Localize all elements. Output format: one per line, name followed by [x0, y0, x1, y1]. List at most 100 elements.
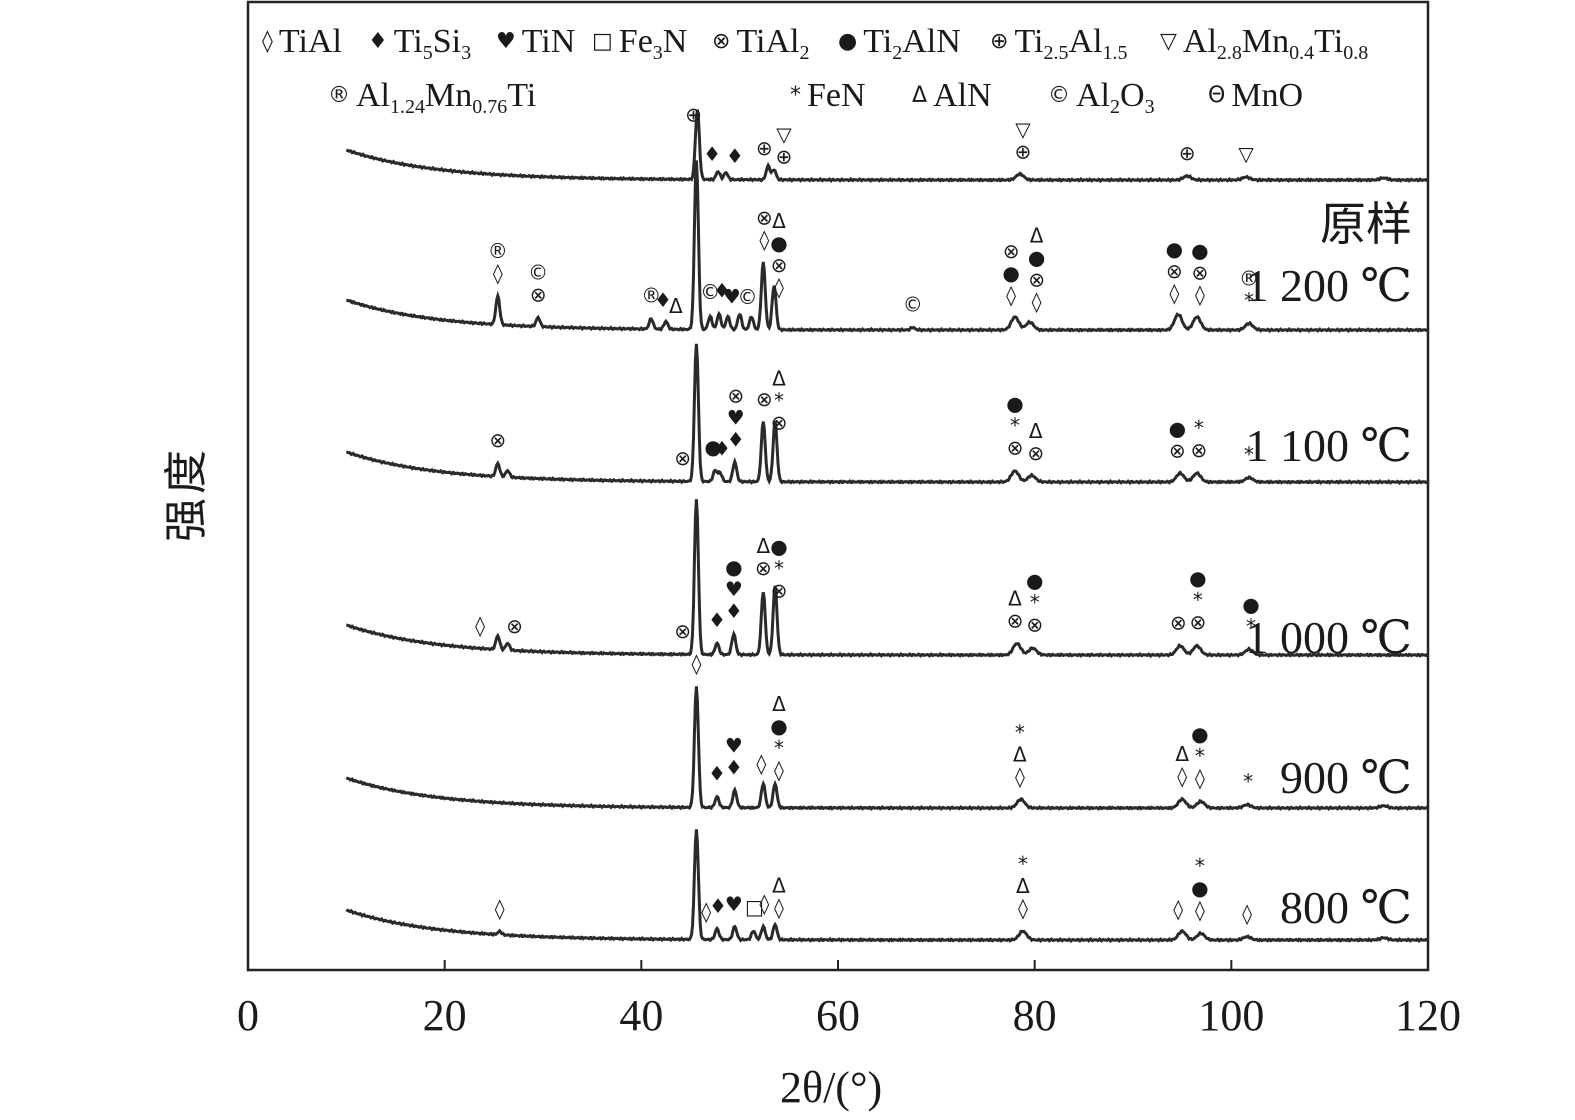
phase-marker: * — [1030, 591, 1040, 615]
legend-text-part: 5 — [422, 42, 433, 64]
phase-marker: ◊ — [701, 900, 711, 924]
phase-marker: * — [1246, 614, 1256, 638]
phase-marker: □ — [745, 895, 764, 919]
phase-marker: ◊ — [1195, 283, 1205, 307]
x-tick-label: 20 — [422, 991, 467, 1040]
legend-text-part: Si — [432, 23, 462, 60]
legend-text-part: Ti — [1314, 23, 1344, 60]
legend-item: Δ AlN — [912, 76, 992, 120]
phase-marker: ⊗ — [1166, 259, 1183, 283]
legend-item: ♦ Ti5Si3 — [368, 22, 471, 66]
legend-item: ⊕ Ti2.5Al1.5 — [990, 22, 1127, 66]
trace-label: 1 200 ℃ — [1245, 260, 1412, 311]
phase-marker: ● — [1191, 876, 1208, 900]
phase-marker: * — [1015, 720, 1025, 744]
phase-marker: ◊ — [691, 651, 701, 675]
phase-marker: ♦ — [654, 288, 672, 312]
phase-marker: ⊗ — [489, 428, 506, 452]
phase-marker: ⊗ — [1169, 439, 1186, 463]
legend-symbol: © — [1048, 83, 1070, 108]
xrd-trace — [346, 343, 1430, 486]
phase-marker: ● — [725, 555, 742, 579]
phase-marker: Δ — [772, 209, 786, 233]
phase-marker: * — [1244, 289, 1254, 313]
phase-marker: ● — [770, 534, 787, 558]
phase-marker: ◊ — [756, 751, 766, 775]
phase-marker: ♦ — [708, 762, 726, 786]
phase-marker: * — [1195, 744, 1205, 768]
phase-marker: © — [738, 285, 758, 309]
legend-text-part: 3 — [652, 42, 663, 64]
phase-marker: ♦ — [709, 894, 727, 918]
phase-marker: Δ — [756, 534, 770, 558]
legend-text-part: TiAl — [736, 23, 800, 60]
legend-symbol: ◊ — [262, 29, 273, 54]
phase-marker: ● — [770, 231, 787, 255]
trace-label: 1 100 ℃ — [1245, 420, 1412, 471]
phase-marker: Δ — [1029, 419, 1043, 443]
phase-marker: ◊ — [1173, 897, 1183, 921]
x-tick-label: 60 — [816, 991, 860, 1040]
phase-marker: ⊗ — [1007, 608, 1024, 632]
legend-text-part: TiAl — [278, 23, 342, 60]
phase-marker: ⊗ — [756, 387, 773, 411]
phase-marker: * — [774, 736, 784, 760]
phase-marker: ® — [488, 239, 508, 263]
phase-marker: ♥ — [725, 892, 743, 916]
legend-item: © Al2O3 — [1048, 76, 1155, 120]
legend-text-part: MnO — [1231, 77, 1304, 114]
phase-marker: ⊗ — [674, 619, 691, 643]
phase-marker: ◊ — [759, 891, 769, 915]
phase-marker: Δ — [1175, 742, 1189, 766]
phase-marker: ● — [1026, 569, 1043, 593]
legend-item: ♥ TiN — [496, 22, 575, 66]
legend-symbol: ● — [838, 29, 858, 54]
phase-marker: Δ — [1030, 224, 1044, 248]
legend-text-part: 2 — [799, 42, 810, 64]
legend-item: □ Fe3N — [592, 22, 687, 66]
xrd-trace — [345, 829, 1430, 944]
x-tick-label: 40 — [619, 991, 664, 1040]
phase-marker: ⊗ — [755, 556, 772, 580]
phase-marker: ♦ — [713, 436, 731, 460]
legend-item: Θ MnO — [1208, 76, 1303, 120]
legend-item: ▽ Al2.8Mn0.4Ti0.8 — [1160, 22, 1368, 66]
phase-markers: ⊕♦ ♦ ⊕ ⊕▽⊕▽⊕ ▽◊®⊗©®♦Δ©♦♥©◊⊗◊⊗●Δ© ◊●⊗◊⊗●Δ◊⊗●◊⊗… — [475, 102, 1260, 925]
phase-marker: ● — [1166, 237, 1183, 261]
legend-symbol: □ — [592, 29, 613, 54]
x-tick-label: 100 — [1198, 991, 1265, 1040]
traces — [345, 109, 1430, 944]
legend-symbol: * — [790, 83, 801, 108]
legend-symbol: ⊗ — [712, 29, 731, 54]
phase-marker: ⊗ — [1027, 441, 1044, 465]
legend-text-part: 1.5 — [1102, 42, 1128, 64]
legend-text-part: 0.76 — [472, 96, 508, 118]
phase-marker: ● — [1002, 261, 1019, 285]
phase-marker: ⊗ — [1190, 610, 1207, 634]
legend-text-part: Ti — [1014, 23, 1044, 60]
trace-label: 1 000 ℃ — [1245, 612, 1412, 663]
x-tick-label: 80 — [1012, 991, 1057, 1040]
phase-marker: ♦ — [708, 608, 726, 632]
legend-text-part: 3 — [1144, 96, 1155, 118]
phase-marker: © — [903, 292, 923, 316]
phase-marker: ⊗ — [1007, 435, 1024, 459]
legend-item: ● Ti2AlN — [838, 22, 961, 66]
phase-marker: ⊗ — [1191, 438, 1208, 462]
phase-marker: * — [774, 556, 784, 580]
phase-marker: * — [1193, 588, 1203, 612]
phase-marker: ● — [1191, 239, 1208, 263]
phase-marker: ⊕ — [1015, 139, 1032, 163]
phase-marker: * — [774, 388, 784, 412]
phase-marker: ⊗ — [756, 205, 773, 229]
phase-marker: ⊗ — [506, 614, 523, 638]
phase-marker: ◊ — [1032, 290, 1042, 314]
xrd-trace — [346, 160, 1430, 334]
phase-marker: Δ — [1016, 874, 1030, 898]
legend-text-part: N — [662, 23, 688, 60]
legend-text-part: Fe — [618, 23, 653, 60]
phase-marker: Δ — [772, 874, 786, 898]
phase-marker: ♦ — [725, 756, 743, 780]
phase-marker: ⊗ — [771, 253, 788, 277]
legend-symbol: ⊕ — [990, 29, 1009, 54]
